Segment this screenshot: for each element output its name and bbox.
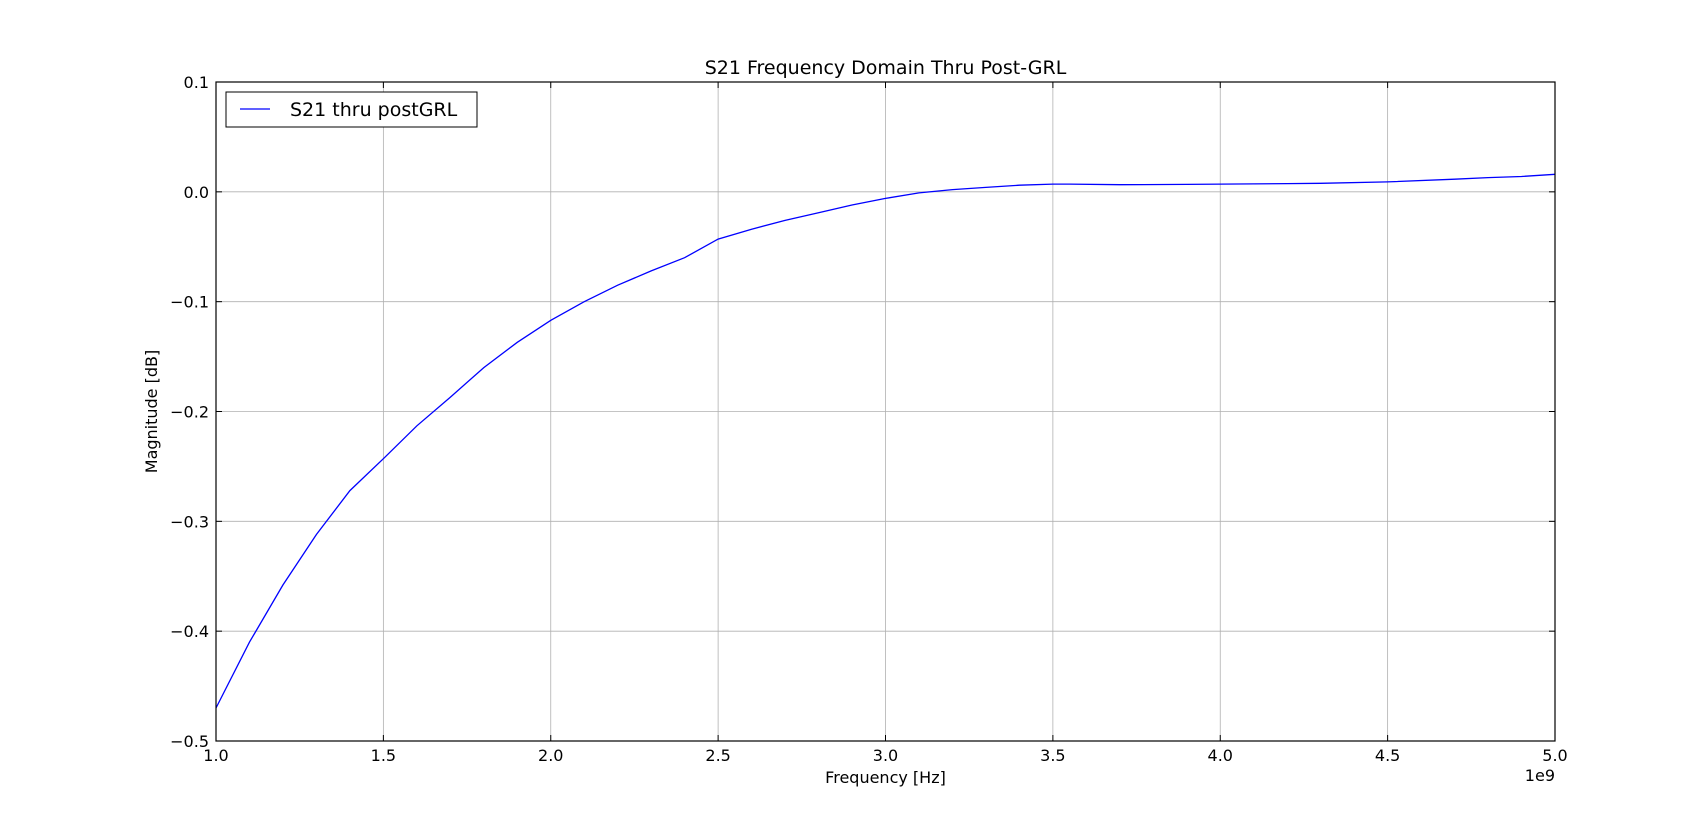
legend-label: S21 thru postGRL [290, 99, 458, 121]
plot-lines [215, 173, 1556, 709]
grid [215, 81, 1556, 742]
x-tick-label: 4.5 [1375, 746, 1400, 765]
x-tick-label: 1.0 [203, 746, 228, 765]
x-tick-label: 3.0 [873, 746, 898, 765]
y-tick-labels: 0.1 0.0 −0.1 −0.2 −0.3 −0.4 −0.5 [170, 73, 209, 751]
x-offset-label: 1e9 [1525, 766, 1555, 785]
chart-title: S21 Frequency Domain Thru Post-GRL [705, 57, 1067, 79]
x-axis-label: Frequency [Hz] [825, 768, 946, 787]
x-tick-label: 5.0 [1542, 746, 1567, 765]
y-tick-label: −0.3 [170, 512, 209, 531]
y-tick-label: −0.1 [170, 293, 209, 312]
y-tick-label: −0.2 [170, 403, 209, 422]
y-tick-label: 0.1 [184, 73, 209, 92]
x-tick-label: 4.0 [1208, 746, 1233, 765]
x-tick-label: 1.5 [371, 746, 396, 765]
x-tick-label: 2.0 [538, 746, 563, 765]
x-tick-label: 2.5 [705, 746, 730, 765]
series-line [215, 173, 1556, 709]
legend: S21 thru postGRL [225, 91, 478, 128]
y-tick-label: −0.5 [170, 732, 209, 751]
x-tick-label: 3.5 [1040, 746, 1065, 765]
ticks [215, 81, 1556, 742]
y-tick-label: −0.4 [170, 622, 209, 641]
y-axis-label: Magnitude [dB] [142, 350, 161, 473]
x-tick-labels: 1.0 1.5 2.0 2.5 3.0 3.5 4.0 4.5 5.0 [203, 746, 1567, 765]
y-tick-label: 0.0 [184, 183, 209, 202]
